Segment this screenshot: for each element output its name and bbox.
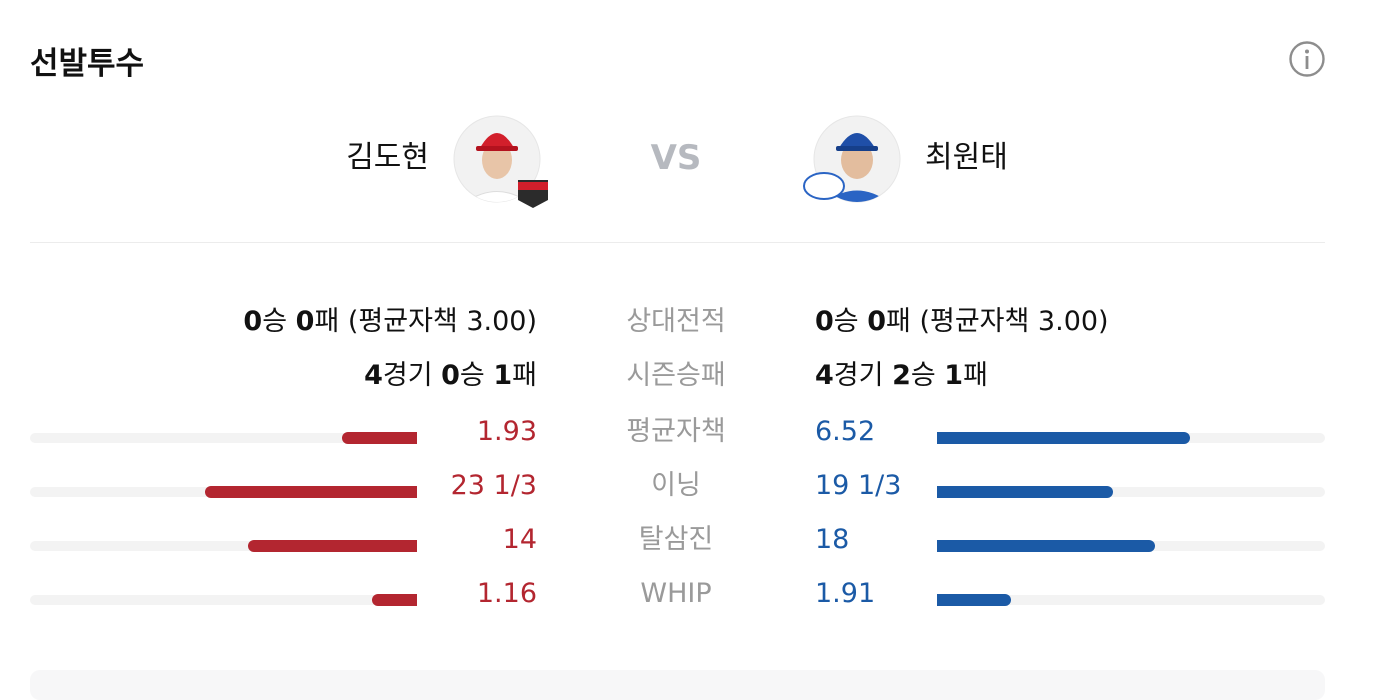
bar-track xyxy=(937,487,1325,497)
away-pitcher-name[interactable]: 최원태 xyxy=(925,140,1008,175)
divider xyxy=(30,242,1325,243)
right-bar xyxy=(937,432,1190,444)
left-value: 23 1/3 xyxy=(450,470,537,501)
next-section xyxy=(30,670,1325,700)
stat-label: 탈삼진 xyxy=(638,524,714,555)
home-pitcher-photo[interactable] xyxy=(452,114,552,208)
right-value: 19 1/3 xyxy=(815,470,902,501)
right-bar xyxy=(937,594,1012,606)
bar-track xyxy=(30,541,417,551)
left-value: 1.93 xyxy=(476,416,537,447)
left-bar xyxy=(247,540,417,552)
right-bar xyxy=(937,540,1156,552)
record-left: 4경기 0승 1패 xyxy=(364,360,537,391)
record-left: 0승 0패 (평균자책 3.00) xyxy=(243,306,537,337)
stat-label: WHIP xyxy=(640,578,712,609)
versus: VS xyxy=(650,138,702,178)
record-right: 4경기 2승 1패 xyxy=(815,360,988,391)
left-bar xyxy=(205,486,417,498)
bar-track xyxy=(937,595,1325,605)
left-bar xyxy=(372,594,417,606)
bar-track xyxy=(30,595,417,605)
left-bar xyxy=(342,432,417,444)
right-bar xyxy=(937,486,1113,498)
record-right: 0승 0패 (평균자책 3.00) xyxy=(815,306,1109,337)
away-pitcher-photo[interactable] xyxy=(802,114,902,208)
right-value: 18 xyxy=(815,524,850,555)
home-pitcher-name[interactable]: 김도현 xyxy=(346,140,429,175)
stat-label: 이닝 xyxy=(651,470,701,501)
right-value: 1.91 xyxy=(815,578,876,609)
right-value: 6.52 xyxy=(815,416,876,447)
left-value: 1.16 xyxy=(476,578,537,609)
left-value: 14 xyxy=(502,524,537,555)
stat-label: 평균자책 xyxy=(626,416,726,447)
record-label: 시즌승패 xyxy=(626,360,726,391)
info-icon[interactable] xyxy=(1288,40,1326,78)
bar-track xyxy=(30,433,417,443)
section-title: 선발투수 xyxy=(30,46,145,82)
record-label: 상대전적 xyxy=(626,306,726,337)
